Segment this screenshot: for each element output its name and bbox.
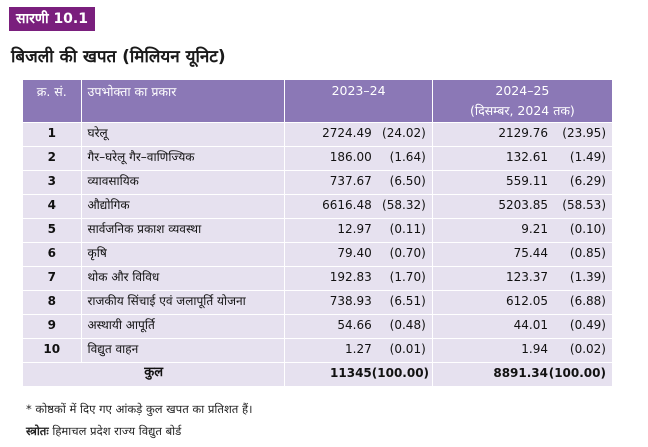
header-year-2: 2024–25 (दिसम्बर, 2024 तक) bbox=[431, 79, 614, 123]
consumption-table: क्र. सं. उपभोक्ता का प्रकार 2023–24 2024… bbox=[21, 79, 614, 387]
cell-consumer-type: राजकीय सिंचाई एवं जलापूर्ति योजना bbox=[80, 290, 286, 315]
cell-serial: 6 bbox=[22, 242, 82, 267]
cell-value-1: 54.66 (0.48) bbox=[284, 314, 433, 339]
table-row: 10 विद्युत वाहन 1.27 (0.01) 1.94 (0.02) bbox=[22, 338, 614, 363]
header-row: क्र. सं. उपभोक्ता का प्रकार 2023–24 2024… bbox=[22, 79, 614, 123]
cell-consumer-type: गैर–घरेलू गैर–वाणिज्यिक bbox=[80, 146, 286, 171]
total-value-2: 8891.34(100.00) bbox=[431, 362, 614, 387]
source-text: हिमाचल प्रदेश राज्य विद्युत बोर्ड bbox=[48, 424, 182, 438]
table-row: 6 कृषि 79.40 (0.70) 75.44 (0.85) bbox=[22, 242, 614, 267]
total-value-1: 11345(100.00) bbox=[284, 362, 433, 387]
cell-serial: 2 bbox=[22, 146, 82, 171]
cell-consumer-type: व्यावसायिक bbox=[80, 170, 286, 195]
cell-value-1: 186.00 (1.64) bbox=[284, 146, 433, 171]
cell-consumer-type: औद्योगिक bbox=[80, 194, 286, 219]
source-label: स्त्रोतः bbox=[26, 424, 49, 438]
cell-value-1: 738.93 (6.51) bbox=[284, 290, 433, 315]
header-year-2-label: 2024–25 bbox=[495, 83, 550, 98]
table-row: 5 सार्वजनिक प्रकाश व्यवस्था 12.97 (0.11) 9.2… bbox=[22, 218, 614, 243]
cell-value-2: 9.21 (0.10) bbox=[431, 218, 614, 243]
cell-consumer-type: कृषि bbox=[80, 242, 286, 267]
table-row: 9 अस्थायी आपूर्ति 54.66 (0.48) 44.01 (0.49) bbox=[22, 314, 614, 339]
table-row: 8 राजकीय सिंचाई एवं जलापूर्ति योजना 738.93… bbox=[22, 290, 614, 315]
cell-serial: 5 bbox=[22, 218, 82, 243]
cell-value-2: 75.44 (0.85) bbox=[431, 242, 614, 267]
cell-serial: 10 bbox=[22, 338, 82, 363]
cell-value-1: 12.97 (0.11) bbox=[284, 218, 433, 243]
cell-serial: 7 bbox=[22, 266, 82, 291]
cell-consumer-type: घरेलू bbox=[80, 122, 286, 147]
table-row: 4 औद्योगिक 6616.48 (58.32) 5203.85 (58.53) bbox=[22, 194, 614, 219]
cell-value-2: 559.11 (6.29) bbox=[431, 170, 614, 195]
cell-serial: 4 bbox=[22, 194, 82, 219]
table-title: बिजली की खपत (मिलियन यूनिट) bbox=[11, 47, 226, 67]
cell-value-2: 2129.76 (23.95) bbox=[431, 122, 614, 147]
header-year-2-sub: (दिसम्बर, 2024 तक) bbox=[469, 103, 575, 118]
table-row: 1 घरेलू 2724.49 (24.02) 2129.76 (23.95) bbox=[22, 122, 614, 147]
table-row: 7 थोक और विविध 192.83 (1.70) 123.37 (1.39) bbox=[22, 266, 614, 291]
cell-consumer-type: थोक और विविध bbox=[80, 266, 286, 291]
cell-value-2: 132.61 (1.49) bbox=[431, 146, 614, 171]
table-row: 3 व्यावसायिक 737.67 (6.50) 559.11 (6.29) bbox=[22, 170, 614, 195]
footnote: * कोष्ठकों में दिए गए आंकड़े कुल खपत का … bbox=[26, 402, 253, 416]
cell-consumer-type: विद्युत वाहन bbox=[80, 338, 286, 363]
cell-serial: 9 bbox=[22, 314, 82, 339]
cell-value-2: 123.37 (1.39) bbox=[431, 266, 614, 291]
header-serial: क्र. सं. bbox=[22, 79, 82, 123]
total-label: कुल bbox=[21, 362, 286, 387]
table-row: 2 गैर–घरेलू गैर–वाणिज्यिक 186.00 (1.64) 132.… bbox=[22, 146, 614, 171]
cell-serial: 8 bbox=[22, 290, 82, 315]
cell-value-1: 737.67 (6.50) bbox=[284, 170, 433, 195]
table-number-badge: सारणी 10.1 bbox=[9, 7, 95, 31]
cell-consumer-type: अस्थायी आपूर्ति bbox=[80, 314, 286, 339]
source-line: स्त्रोतः हिमाचल प्रदेश राज्य विद्युत बोर… bbox=[26, 424, 181, 439]
cell-value-1: 2724.49 (24.02) bbox=[284, 122, 433, 147]
total-row: कुल 11345(100.00) 8891.34(100.00) bbox=[21, 362, 614, 387]
cell-value-2: 612.05 (6.88) bbox=[431, 290, 614, 315]
cell-value-1: 79.40 (0.70) bbox=[284, 242, 433, 267]
cell-value-1: 6616.48 (58.32) bbox=[284, 194, 433, 219]
cell-serial: 3 bbox=[22, 170, 82, 195]
cell-value-1: 1.27 (0.01) bbox=[284, 338, 433, 363]
cell-value-2: 1.94 (0.02) bbox=[431, 338, 614, 363]
cell-serial: 1 bbox=[22, 122, 82, 147]
cell-value-2: 5203.85 (58.53) bbox=[431, 194, 614, 219]
cell-value-1: 192.83 (1.70) bbox=[284, 266, 433, 291]
header-consumer-type: उपभोक्ता का प्रकार bbox=[80, 79, 286, 123]
cell-consumer-type: सार्वजनिक प्रकाश व्यवस्था bbox=[80, 218, 286, 243]
header-year-1: 2023–24 bbox=[284, 79, 433, 123]
cell-value-2: 44.01 (0.49) bbox=[431, 314, 614, 339]
